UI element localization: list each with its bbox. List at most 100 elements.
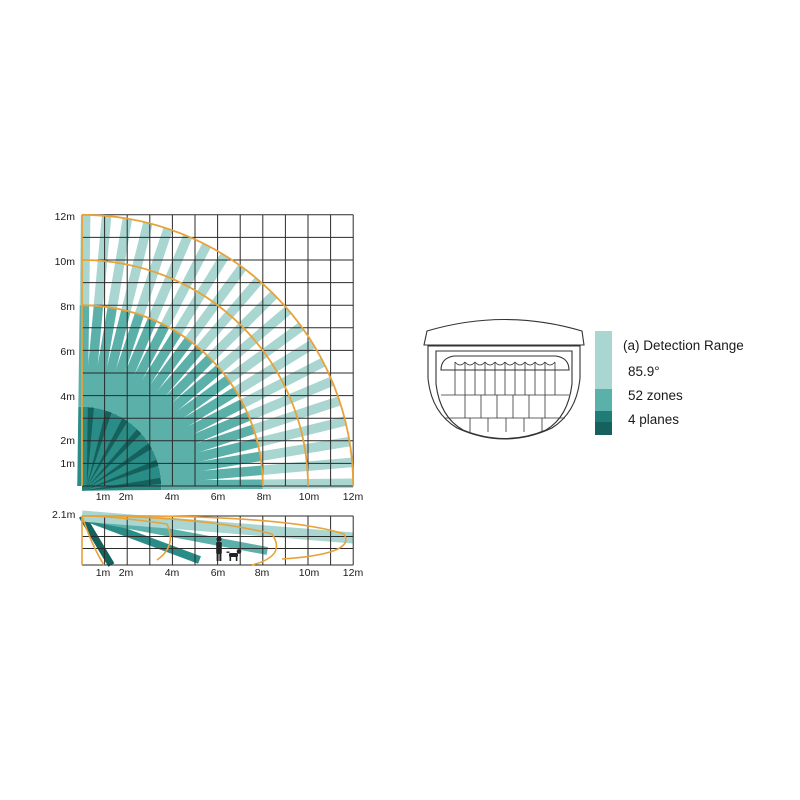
y-tick-6m: 6m <box>60 346 75 358</box>
detection-ray-segment <box>108 317 157 416</box>
detection-ray-segment <box>165 234 193 280</box>
detection-ray-segment <box>107 262 125 309</box>
y-tick-10m: 10m <box>55 256 76 268</box>
lens-scallop <box>514 361 526 366</box>
legend: (a) Detection Range 85.9° 52 zones 4 pla… <box>595 331 744 435</box>
side-x-tick-10m: 10m <box>299 567 320 579</box>
side-x-tick-4m: 4m <box>165 567 180 579</box>
top-range-arcs <box>81 213 355 487</box>
side-x-tick-8m: 8m <box>255 567 270 579</box>
x-tick-8m: 8m <box>257 491 272 503</box>
lens-scallop <box>524 361 536 366</box>
legend-angle: 85.9° <box>628 364 660 379</box>
x-tick-1m: 1m <box>96 491 111 503</box>
y-tick-8m: 8m <box>60 301 75 313</box>
detection-ray-segment <box>102 313 144 413</box>
legend-swatch-darkest <box>595 422 612 435</box>
detection-ray-segment <box>84 305 104 408</box>
legend-swatch-mid <box>595 389 612 411</box>
x-tick-4m: 4m <box>165 491 180 503</box>
person-icon <box>216 536 222 561</box>
detection-ray-segment <box>300 416 347 437</box>
detection-ray-segment <box>115 217 133 264</box>
legend-title: (a) Detection Range <box>623 338 744 353</box>
x-tick-12m: 12m <box>343 491 364 503</box>
detection-ray-segment <box>181 242 211 288</box>
detection-ray-segment <box>225 349 268 384</box>
x-tick-10m: 10m <box>299 491 320 503</box>
x-tick-6m: 6m <box>211 491 226 503</box>
sensor-lens-segments <box>441 361 569 432</box>
range-arc <box>81 259 309 487</box>
lens-scallop <box>474 361 486 366</box>
lens-scallop <box>484 361 496 366</box>
top-rays <box>77 214 354 491</box>
sensor-illustration <box>423 319 585 440</box>
x-tick-2m: 2m <box>119 491 134 503</box>
detection-ray-segment <box>150 399 246 455</box>
detection-ray-segment <box>197 253 229 297</box>
side-x-tick-12m: 12m <box>343 567 364 579</box>
y-tick-12m: 12m <box>55 211 76 223</box>
legend-swatch-light <box>595 331 612 389</box>
detection-ray-segment <box>259 444 306 462</box>
detection-ray-segment <box>153 411 251 460</box>
lens-scallop <box>544 361 556 366</box>
detection-ray-segment <box>206 323 246 362</box>
detection-ray-segment <box>114 323 170 418</box>
y-tick-1m: 1m <box>60 458 75 470</box>
detection-ray-segment <box>250 306 292 343</box>
detection-ray-segment <box>134 270 159 317</box>
detection-ray-segment <box>149 227 173 274</box>
detection-ray-segment <box>155 424 256 466</box>
side-x-tick-1m: 1m <box>96 567 111 579</box>
side-range-loop <box>81 515 347 560</box>
dog-icon <box>226 549 242 561</box>
detection-ray-segment <box>119 329 182 422</box>
detection-ray-segment <box>132 221 153 268</box>
detection-ray-segment <box>261 461 308 475</box>
detection-ray-segment <box>161 479 263 490</box>
detection-ray-segment <box>96 309 131 411</box>
detection-ray-segment <box>233 363 277 396</box>
detection-ray-segment <box>238 291 278 330</box>
detection-ray-segment <box>148 276 175 322</box>
detection-ray-segment <box>295 396 341 420</box>
detection-ray-segment <box>143 375 232 444</box>
detection-ray-segment <box>252 410 299 434</box>
detection-ray-segment <box>261 322 305 357</box>
legend-planes: 4 planes <box>628 412 679 427</box>
height-label: 2.1m <box>52 509 76 521</box>
side-view-plot: 2.1m 1m 2m 4m 6m 8m 10m 12m <box>52 509 363 579</box>
side-range-loops <box>81 515 347 566</box>
side-grid <box>81 515 354 566</box>
detection-ray-segment <box>211 264 247 307</box>
detection-ray-segment <box>160 465 263 484</box>
legend-swatch-dark <box>595 411 612 422</box>
side-x-tick-6m: 6m <box>211 567 226 579</box>
detection-ray-segment <box>124 337 193 426</box>
detection-ray-segment <box>173 291 206 335</box>
lens-scallop <box>504 361 516 366</box>
lens-scallop <box>464 361 476 366</box>
detection-ray-segment <box>93 260 108 307</box>
detection-ray-segment <box>129 345 204 430</box>
detection-ray-segment <box>90 306 117 409</box>
lens-scallop <box>494 361 506 366</box>
detection-ray-segment <box>280 357 326 388</box>
detection-ray-segment <box>304 436 351 454</box>
detection-ray-segment <box>272 339 316 372</box>
detection-ray-segment <box>225 277 263 318</box>
detection-ray-segment <box>196 311 233 352</box>
side-range-loop <box>81 515 278 566</box>
sensor-cap <box>423 319 585 346</box>
y-tick-4m: 4m <box>60 391 75 403</box>
detection-ray-segment <box>159 451 262 478</box>
range-arc <box>81 304 264 487</box>
side-x-tick-2m: 2m <box>119 567 134 579</box>
side-beam <box>78 514 115 567</box>
detection-ray-segment <box>121 265 142 312</box>
detection-ray-segment <box>78 305 90 407</box>
detection-ray-segment <box>185 300 220 343</box>
